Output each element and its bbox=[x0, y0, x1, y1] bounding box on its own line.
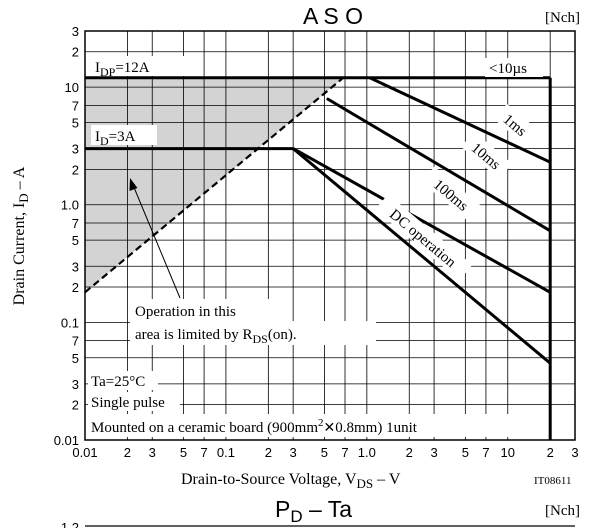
x-axis-title: Drain-to-Source Voltage, VDS – V bbox=[181, 471, 401, 491]
single-pulse-bg bbox=[88, 392, 180, 411]
y-tick-labels: 3 2 10 7 5 3 2 1.0 7 5 3 2 0.1 7 5 3 2 0.01 bbox=[54, 24, 79, 448]
label-100ms: 100ms bbox=[421, 166, 482, 222]
y-tick-10: 3 bbox=[72, 259, 79, 274]
aso-title: A S O bbox=[303, 3, 363, 29]
region-note-bg-2 bbox=[130, 321, 376, 345]
x-tick-7: 3 bbox=[290, 445, 297, 460]
y-tick-0: 3 bbox=[72, 24, 79, 39]
y-tick-8: 7 bbox=[72, 216, 79, 231]
y-tick-1: 2 bbox=[72, 45, 79, 60]
y-tick-14: 5 bbox=[72, 351, 79, 366]
x-tick-10: 1.0 bbox=[358, 445, 376, 460]
callout-arrow-head bbox=[129, 178, 138, 191]
x-tick-0: 0.01 bbox=[72, 445, 97, 460]
ta-bg bbox=[88, 371, 158, 390]
y-tick-13: 7 bbox=[72, 334, 79, 349]
x-tick-5: 0.1 bbox=[217, 445, 235, 460]
y-tick-6: 2 bbox=[72, 162, 79, 177]
region-note-line2: area is limited by RDS(on). bbox=[135, 327, 297, 346]
y-tick-12: 0.1 bbox=[61, 315, 79, 330]
y-tick-16: 2 bbox=[72, 398, 79, 413]
mount-note-bg bbox=[88, 414, 544, 437]
x-tick-2: 3 bbox=[149, 445, 156, 460]
label-10ms: 10ms bbox=[461, 131, 513, 179]
callout-arrow-line bbox=[132, 184, 181, 299]
series-1ms bbox=[369, 76, 551, 164]
id-label-bg bbox=[91, 125, 157, 145]
series-10ms bbox=[326, 97, 551, 233]
x-tick-11: 2 bbox=[406, 445, 413, 460]
x-tick-labels: 0.01 2 3 5 7 0.1 2 3 5 7 1.0 2 3 5 7 10 2 3 bbox=[72, 445, 578, 460]
x-tick-14: 7 bbox=[482, 445, 489, 460]
y-tick-11: 2 bbox=[72, 280, 79, 295]
x-tick-8: 5 bbox=[321, 445, 328, 460]
x-tick-15: 10 bbox=[501, 445, 515, 460]
x-tick-4: 7 bbox=[200, 445, 207, 460]
y-tick-17: 0.01 bbox=[54, 433, 79, 448]
x-tick-13: 5 bbox=[462, 445, 469, 460]
pd-ta-title: PD – Ta bbox=[275, 496, 352, 526]
svg-text:DC operation: DC operation bbox=[386, 207, 459, 272]
series-dc-operation bbox=[292, 147, 552, 365]
idp-label-bg bbox=[91, 56, 195, 76]
aso-tag: [Nch] bbox=[545, 10, 580, 26]
mount-note: Mounted on a ceramic board (900mm2✕0.8mm… bbox=[91, 417, 418, 436]
y-tick-15: 3 bbox=[72, 377, 79, 392]
y-tick-7: 1.0 bbox=[61, 198, 79, 213]
x-tick-16: 2 bbox=[547, 445, 554, 460]
region-note-line1: Operation in this bbox=[135, 304, 236, 320]
series-r-ds-on-limit bbox=[84, 76, 344, 294]
pd-ta-tag: [Nch] bbox=[545, 503, 580, 519]
id-label: ID=3A bbox=[95, 129, 136, 148]
x-tick-12: 3 bbox=[430, 445, 437, 460]
y-tick-2: 10 bbox=[65, 80, 79, 95]
y-tick-5: 3 bbox=[72, 142, 79, 157]
region-note-bg-1 bbox=[130, 299, 284, 321]
curves bbox=[84, 76, 552, 440]
y-tick-3: 7 bbox=[72, 98, 79, 113]
figure-code: IT08611 bbox=[534, 475, 571, 487]
y-axis-title: Drain Current, ID – A bbox=[11, 166, 31, 305]
y-tick-4: 5 bbox=[72, 116, 79, 131]
pulse-10us-bg bbox=[485, 58, 543, 77]
ta-label: Ta=25°C bbox=[91, 374, 145, 390]
x-tick-9: 7 bbox=[341, 445, 348, 460]
x-tick-3: 5 bbox=[180, 445, 187, 460]
x-tick-17: 3 bbox=[571, 445, 578, 460]
x-tick-6: 2 bbox=[265, 445, 272, 460]
x-tick-1: 2 bbox=[124, 445, 131, 460]
single-pulse-label: Single pulse bbox=[91, 395, 165, 411]
pd-ta-ytick-1-2: 1.2 bbox=[61, 520, 79, 528]
y-tick-9: 5 bbox=[72, 233, 79, 248]
plot-frame bbox=[84, 30, 576, 441]
series-100ms bbox=[292, 147, 551, 294]
pulse-10us-label: <10µs bbox=[489, 61, 527, 77]
idp-label: IDP=12A bbox=[95, 60, 150, 79]
